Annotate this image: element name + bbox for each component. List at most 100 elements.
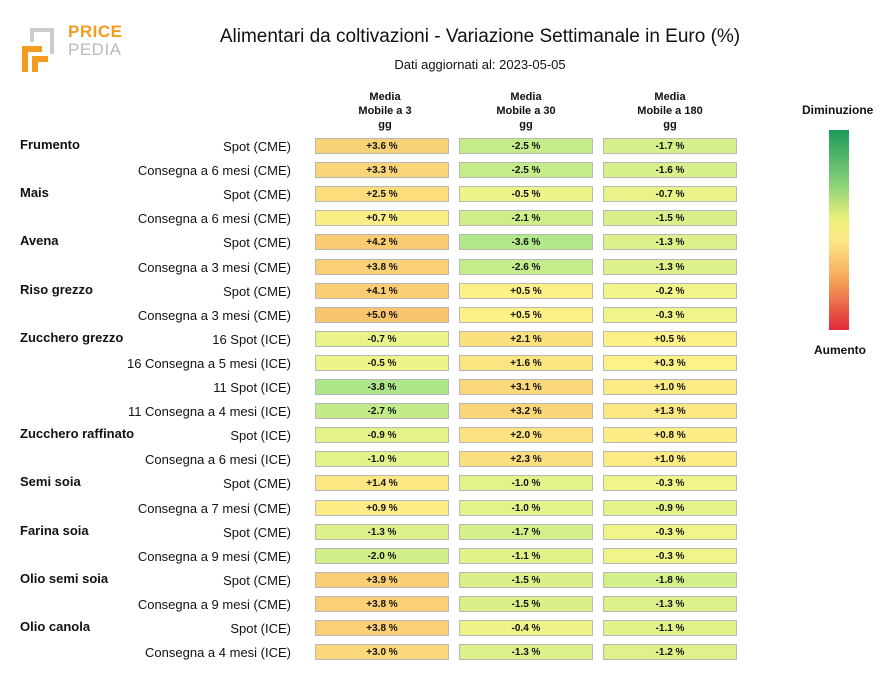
column-header-line: gg [519,119,533,131]
heatmap-cell: -1.3 % [459,644,593,661]
heatmap-cell: -1.3 % [603,234,737,251]
logo-text-price: PRICE [68,22,123,41]
heatmap-cell: +0.3 % [603,354,737,371]
heatmap-cell: +5.0 % [315,306,449,323]
heatmap-cell: +0.9 % [315,499,449,516]
heatmap-cell: -1.3 % [603,595,737,612]
heatmap-cell: -0.3 % [603,523,737,540]
heatmap-cell: -0.9 % [315,427,449,444]
row-label: Spot (ICE) [230,428,291,444]
heatmap-cell: +2.1 % [459,330,593,347]
group-label: Olio canola [20,619,91,634]
row-label: 11 Consegna a 4 mesi (ICE) [127,404,291,420]
row-label: Consegna a 7 mesi (CME) [137,500,291,516]
row-label: Spot (CME) [223,572,291,588]
heatmap-cell: -0.2 % [603,282,737,299]
heatmap-cell: -2.1 % [459,210,593,227]
row-label: Spot (CME) [223,476,291,492]
heatmap-cell: +3.3 % [315,162,449,179]
heatmap-cell: +2.3 % [459,451,593,468]
heatmap-cell: -0.3 % [603,547,737,564]
heatmap-cell: +3.8 % [315,258,449,275]
heatmap-cell: +1.0 % [603,379,737,395]
heatmap-cell: +2.5 % [315,186,449,203]
heatmap-cell: -1.3 % [315,523,449,540]
heatmap-cell: +3.6 % [315,138,449,154]
heatmap-cell: -2.5 % [459,162,593,179]
heatmap-cell: -1.8 % [603,571,737,588]
row-label: Consegna a 4 mesi (ICE) [145,645,291,661]
heatmap-cell: +1.4 % [315,475,449,492]
column-header-line: Media [654,91,686,103]
heatmap-cell: +4.2 % [315,234,449,251]
heatmap-cell: -1.7 % [603,138,737,154]
row-label: Consegna a 6 mesi (CME) [137,163,291,179]
heatmap-cell: -0.3 % [603,475,737,492]
row-label: Consegna a 6 mesi (ICE) [145,452,291,468]
heatmap-cell: +0.5 % [459,282,593,299]
column-header: Media Mobile a 180 gg [600,90,740,132]
row-label: Spot (ICE) [230,621,291,636]
row-label: 16 Consegna a 5 mesi (ICE) [126,355,291,371]
heatmap-cell: -2.5 % [459,138,593,154]
group-label: Farina soia [20,522,89,538]
row-label: 16 Spot (ICE) [212,331,291,347]
group-label: Zucchero grezzo [20,329,124,345]
group-label: Mais [20,185,49,201]
row-label: Spot (CME) [223,524,291,540]
group-label: Frumento [20,137,80,152]
legend-bottom-label: Aumento [814,343,866,357]
column-header-line: gg [663,119,677,131]
heatmap-cell: -1.6 % [603,162,737,179]
group-label: Zucchero raffinato [20,426,135,442]
heatmap-cell: +4.1 % [315,282,449,299]
heatmap-cell: -2.0 % [315,547,449,564]
heatmap-cell: -2.6 % [459,258,593,275]
row-label: 11 Spot (ICE) [213,380,291,395]
heatmap-cell: +3.9 % [315,571,449,588]
heatmap-cell: +3.8 % [315,595,449,612]
column-header-line: Mobile a 3 [358,105,412,117]
row-label: Consegna a 6 mesi (CME) [137,211,291,227]
column-header-line: Mobile a 30 [496,105,556,117]
chart-subtitle: Dati aggiornati al: 2023-05-05 [394,57,566,72]
column-header-line: gg [378,119,392,131]
row-label: Consegna a 9 mesi (CME) [137,548,291,564]
heatmap-cell: +2.0 % [459,427,593,444]
heatmap-cell: -0.4 % [459,620,593,636]
legend-color-scale [829,130,849,330]
row-label: Spot (CME) [223,283,291,299]
heatmap-cell: +1.0 % [603,451,737,468]
column-header: Media Mobile a 3 gg [315,90,455,132]
column-header: Media Mobile a 30 gg [456,90,596,132]
heatmap-cell: -3.6 % [459,234,593,251]
heatmap-cell: -1.1 % [603,620,737,636]
column-header-line: Media [369,91,401,103]
heatmap-cell: -0.7 % [315,330,449,347]
heatmap-cell: -0.5 % [459,186,593,203]
heatmap-cell: +0.5 % [459,306,593,323]
heatmap-cell: -1.1 % [459,547,593,564]
heatmap-cell: +3.8 % [315,620,449,636]
heatmap-cell: -0.5 % [315,354,449,371]
logo-text-pedia: PEDIA [68,40,122,59]
heatmap-cell: +3.0 % [315,644,449,661]
heatmap-cell: -1.0 % [459,499,593,516]
row-label: Spot (CME) [223,235,291,251]
chart-title: Alimentari da coltivazioni - Variazione … [219,26,741,47]
heatmap-cell: -1.0 % [315,451,449,468]
heatmap-cell: -0.7 % [603,186,737,203]
pricepedia-logo: PRICE PEDIA [20,22,130,74]
heatmap-cell: -3.8 % [315,379,449,395]
column-header-line: Media [510,91,542,103]
heatmap-cell: -1.2 % [603,644,737,661]
row-label: Spot (CME) [223,139,291,154]
group-label: Semi soia [20,474,81,490]
heatmap-cell: -0.9 % [603,499,737,516]
legend-top-label: Diminuzione [802,103,874,117]
heatmap-cell: +3.1 % [459,379,593,395]
heatmap-cell: -2.7 % [315,403,449,420]
heatmap-cell: -1.3 % [603,258,737,275]
group-label: Avena [20,233,59,249]
heatmap-cell: -1.5 % [603,210,737,227]
